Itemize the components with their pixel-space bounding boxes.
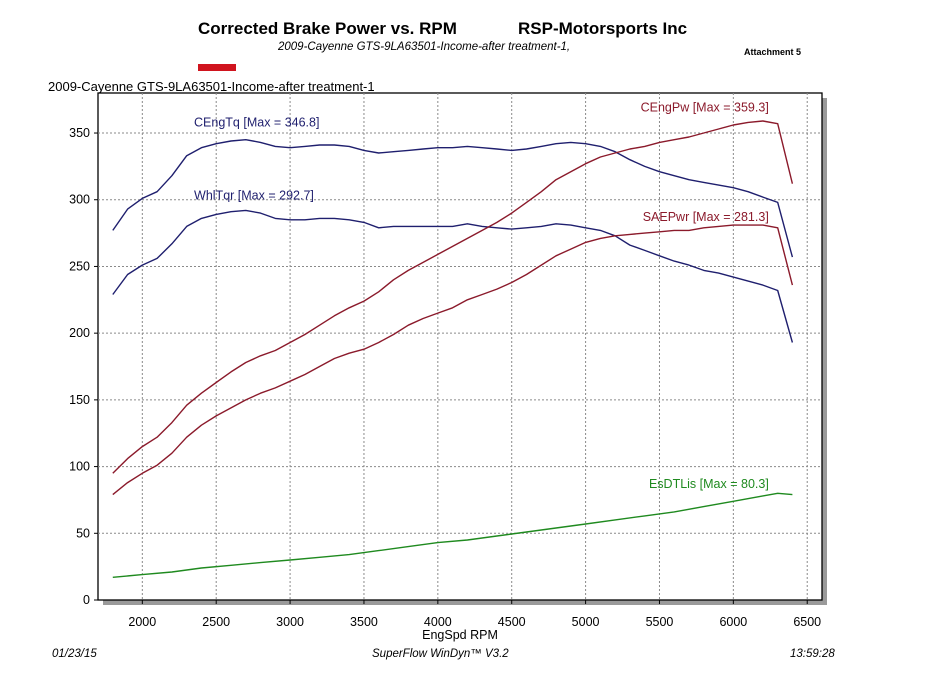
x-tick-label: 3000 xyxy=(276,615,304,629)
plot-frame xyxy=(97,92,823,601)
footer-date: 01/23/15 xyxy=(52,648,97,660)
series-label-whltqr: WhlTqr [Max = 292.7] xyxy=(194,189,314,203)
attachment-label: Attachment 5 xyxy=(744,47,802,57)
y-tick-label: 150 xyxy=(69,393,90,407)
x-tick-label: 3500 xyxy=(350,615,378,629)
x-tick-label: 2500 xyxy=(202,615,230,629)
x-tick-label: 4500 xyxy=(498,615,526,629)
x-tick-label: 5500 xyxy=(646,615,674,629)
series-label-cengpw: CEngPw [Max = 359.3] xyxy=(641,101,769,115)
series-line-esdtlis xyxy=(112,492,793,578)
y-tick-label: 50 xyxy=(76,526,90,540)
run-label: 2009-Cayenne GTS-9LA63501-Income-after t… xyxy=(48,79,375,94)
series-line-cengtq xyxy=(112,138,794,258)
x-tick-label: 5000 xyxy=(572,615,600,629)
legend-swatch xyxy=(198,64,236,71)
series-line-saepwr xyxy=(112,224,794,496)
x-tick-label: 6000 xyxy=(719,615,747,629)
x-tick-label: 4000 xyxy=(424,615,452,629)
chart-title: Corrected Brake Power vs. RPM xyxy=(198,19,457,38)
series-label-cengtq: CEngTq [Max = 346.8] xyxy=(194,115,319,129)
y-tick-label: 350 xyxy=(69,126,90,140)
y-tick-label: 250 xyxy=(69,259,90,273)
y-tick-label: 200 xyxy=(69,326,90,340)
company-name: RSP-Motorsports Inc xyxy=(518,19,688,38)
y-tick-label: 100 xyxy=(69,460,90,474)
x-tick-label: 6500 xyxy=(793,615,821,629)
y-tick-label: 300 xyxy=(69,193,90,207)
x-tick-label: 2000 xyxy=(128,615,156,629)
footer-software: SuperFlow WinDyn™ V3.2 xyxy=(372,648,509,660)
x-axis-label: EngSpd RPM xyxy=(422,628,498,642)
footer-time: 13:59:28 xyxy=(790,648,835,660)
series-label-esdtlis: EsDTLis [Max = 80.3] xyxy=(649,477,769,491)
chart-subtitle: 2009-Cayenne GTS-9LA63501-Income-after t… xyxy=(278,41,571,53)
y-tick-label: 0 xyxy=(83,593,90,607)
series-line-cengpw xyxy=(112,120,794,474)
series-label-saepwr: SAEPwr [Max = 281.3] xyxy=(643,210,769,224)
series-line-whltqr xyxy=(112,209,794,343)
